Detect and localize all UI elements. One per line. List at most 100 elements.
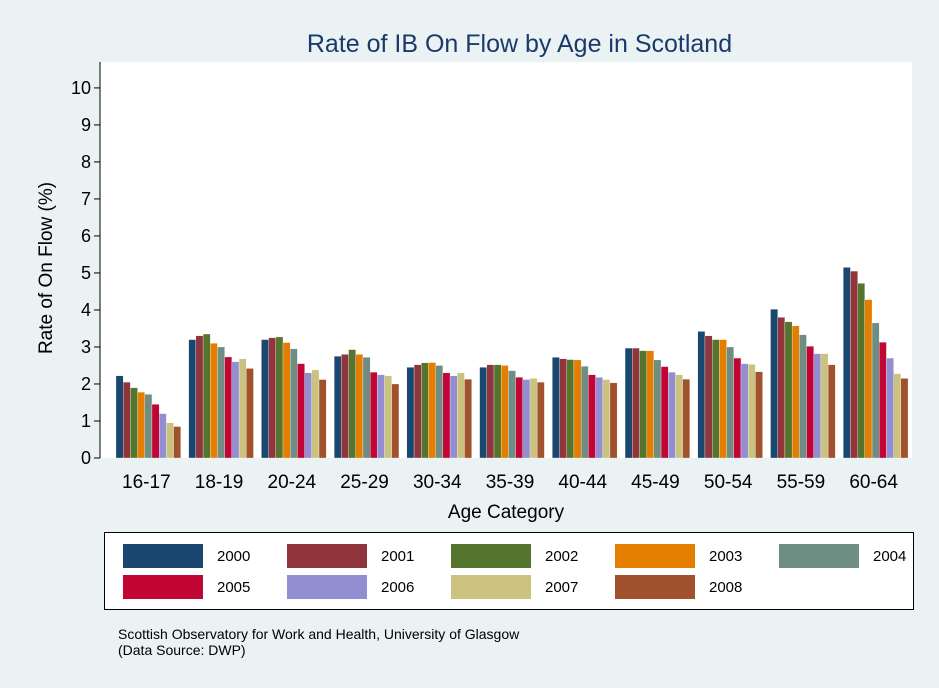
bar <box>318 379 327 459</box>
legend-label: 2002 <box>545 547 579 565</box>
bar <box>224 356 233 459</box>
x-tick-label: 25-29 <box>340 472 389 493</box>
legend-label: 2003 <box>709 547 743 565</box>
bar <box>311 369 320 459</box>
bar <box>413 364 422 459</box>
bar <box>493 364 502 459</box>
bar <box>391 383 400 459</box>
legend-item: 2004 <box>779 544 906 568</box>
bar <box>428 362 436 459</box>
bar <box>755 371 763 459</box>
bar <box>827 364 836 459</box>
bar <box>879 342 887 459</box>
bar <box>362 357 371 459</box>
bar <box>290 348 298 459</box>
legend-item: 2001 <box>287 544 414 568</box>
y-axis-title: Rate of On Flow (%) <box>36 182 57 354</box>
bar <box>486 364 495 459</box>
bar <box>850 270 858 459</box>
legend-label: 2004 <box>873 547 907 565</box>
x-tick-label: 45-49 <box>631 472 680 493</box>
bar <box>871 322 880 459</box>
legend-item: 2005 <box>123 575 250 599</box>
bar <box>653 359 662 459</box>
bar <box>275 336 284 459</box>
bar <box>377 374 385 459</box>
legend-item: 2006 <box>287 575 414 599</box>
bar <box>341 354 349 459</box>
bar <box>886 357 894 459</box>
bar <box>813 353 822 459</box>
bar <box>712 339 720 459</box>
bar <box>261 339 269 459</box>
x-axis-title: Age Category <box>448 502 565 523</box>
bar <box>639 350 647 459</box>
legend-swatch <box>123 575 203 599</box>
bar <box>573 359 582 459</box>
x-tick-label: 60-64 <box>849 472 898 493</box>
y-tick-label: 2 <box>81 374 91 394</box>
y-tick-label: 1 <box>81 411 91 431</box>
legend-label: 2000 <box>217 547 251 565</box>
bar <box>580 366 589 459</box>
bar <box>748 364 756 459</box>
bar <box>406 367 415 459</box>
legend-swatch <box>123 544 203 568</box>
bar <box>231 361 240 459</box>
bar <box>297 363 305 459</box>
legend-swatch <box>287 575 367 599</box>
legend-item: 2007 <box>451 575 578 599</box>
x-tick-label: 30-34 <box>413 472 462 493</box>
legend-label: 2001 <box>381 547 415 565</box>
bar <box>479 367 487 459</box>
bar <box>188 339 197 459</box>
bar <box>806 346 814 459</box>
x-tick-label: 35-39 <box>486 472 535 493</box>
bar <box>238 358 247 459</box>
x-tick-label: 16-17 <box>122 472 171 493</box>
chart-title: Rate of IB On Flow by Age in Scotland <box>306 30 733 58</box>
legend-label: 2007 <box>545 578 579 596</box>
x-tick-label: 50-54 <box>704 472 753 493</box>
legend: 2000 2001 2002 2003 2004 2005 2006 2007 2008 <box>104 532 914 610</box>
bar <box>857 283 865 459</box>
bar <box>632 347 640 459</box>
bar <box>675 374 683 459</box>
bar <box>595 377 603 459</box>
bar <box>864 299 873 459</box>
bar <box>348 349 356 459</box>
bar <box>166 422 174 459</box>
legend-label: 2005 <box>217 578 251 596</box>
bar <box>159 413 167 459</box>
y-tick-label: 6 <box>81 226 91 246</box>
legend-label: 2008 <box>709 578 743 596</box>
bar <box>333 356 342 459</box>
bar <box>464 379 472 459</box>
bar <box>682 379 691 459</box>
x-tick-label: 18-19 <box>195 472 244 493</box>
bar <box>660 366 669 459</box>
y-tick-label: 3 <box>81 337 91 357</box>
y-tick-label: 7 <box>81 189 91 209</box>
y-tick-label: 8 <box>81 152 91 172</box>
bar <box>173 426 181 459</box>
y-tick-label: 5 <box>81 263 91 283</box>
bar <box>123 381 131 459</box>
bar <box>457 372 465 459</box>
bar <box>137 391 145 459</box>
bar <box>421 362 429 459</box>
legend-swatch <box>287 544 367 568</box>
bar <box>210 343 218 459</box>
y-tick-label: 10 <box>71 78 91 98</box>
bar <box>740 363 749 459</box>
legend-swatch <box>615 544 695 568</box>
bar <box>282 342 291 459</box>
x-tick-label: 55-59 <box>777 472 826 493</box>
bar <box>442 372 451 459</box>
bar <box>719 339 727 459</box>
x-tick-label: 40-44 <box>558 472 607 493</box>
legend-swatch <box>451 575 531 599</box>
legend-swatch <box>779 544 859 568</box>
legend-item: 2003 <box>615 544 742 568</box>
bar <box>559 358 567 459</box>
